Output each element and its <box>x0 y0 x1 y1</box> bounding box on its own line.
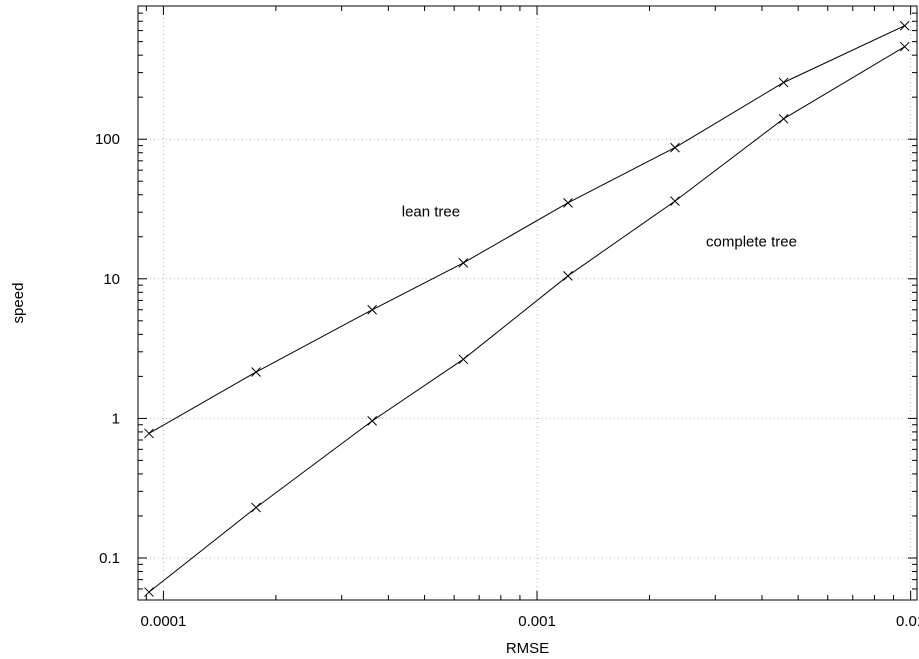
data-point <box>563 197 573 208</box>
data-point <box>251 367 261 377</box>
data-point <box>778 113 789 124</box>
data-point <box>778 77 789 88</box>
x-tick-label: 0.0001 <box>140 613 186 630</box>
data-point <box>144 587 154 597</box>
data-point <box>458 258 469 268</box>
data-point <box>670 196 680 206</box>
y-tick-label: 0.1 <box>99 550 120 567</box>
y-tick-label: 10 <box>103 271 120 288</box>
series-label: lean tree <box>402 203 460 220</box>
series-line <box>148 46 905 593</box>
x-tick-label: 0.001 <box>518 613 556 630</box>
minor-ticks <box>138 6 917 600</box>
series-label: complete tree <box>706 234 797 251</box>
x-axis-label: RMSE <box>506 640 549 657</box>
series-complete-tree: complete tree <box>144 41 910 597</box>
data-point <box>367 304 378 315</box>
data-point <box>458 354 469 365</box>
data-point <box>670 142 680 153</box>
data-point <box>563 270 573 281</box>
data-point <box>899 41 910 52</box>
series-line <box>148 25 905 434</box>
y-axis-label: speed <box>10 283 27 324</box>
data-point <box>144 428 154 439</box>
data-point <box>251 502 261 513</box>
plot-area-frame <box>137 5 918 601</box>
series: lean tree complete tree <box>144 20 910 597</box>
y-tick-label: 1 <box>112 410 120 427</box>
tick-labels: 0.1 1 10 100 0.0001 0.001 0.01 <box>95 131 919 630</box>
x-tick-label: 0.01 <box>896 613 919 630</box>
data-point <box>899 20 910 31</box>
series-lean-tree: lean tree <box>144 20 910 439</box>
y-tick-label: 100 <box>95 131 120 148</box>
data-point <box>367 416 378 426</box>
grid <box>138 6 917 600</box>
major-ticks <box>138 6 917 600</box>
